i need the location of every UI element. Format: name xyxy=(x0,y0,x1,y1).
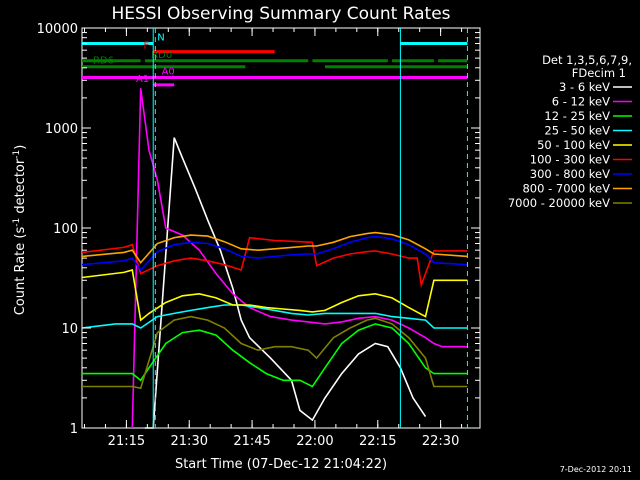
legend-label-3: 25 - 50 keV xyxy=(544,124,610,138)
series-line-3 xyxy=(81,304,468,329)
series-line-4 xyxy=(81,268,468,322)
legend-label-4: 50 - 100 keV xyxy=(537,138,610,152)
x-tick-label: 22:00 xyxy=(296,434,333,449)
series-line-6 xyxy=(81,235,468,272)
x-tick-label: 21:30 xyxy=(171,434,208,449)
flag-label: RD6 xyxy=(93,56,114,67)
legend-label-6: 300 - 800 keV xyxy=(530,167,610,181)
x-axis-ticks: 21:15 21:30 21:45 22:00 22:15 22:30 xyxy=(84,28,463,449)
x-tick-label: 22:30 xyxy=(422,434,459,449)
series-group xyxy=(81,88,468,429)
footer-timestamp: 7-Dec-2012 20:11 xyxy=(560,465,632,474)
flag-label: RD0 xyxy=(151,50,172,61)
y-axis-label-mid: detector xyxy=(13,158,28,218)
y-axis-label: Count Rate (s-1 detector-1) xyxy=(12,145,28,316)
flag-label: A0 xyxy=(162,66,175,77)
legend-label-8: 7000 - 20000 keV xyxy=(508,196,610,210)
y-tick-label: 100 xyxy=(53,222,78,237)
legend-label-5: 100 - 300 keV xyxy=(530,153,610,167)
flag-label: N xyxy=(157,32,164,43)
series-line-0 xyxy=(144,137,427,429)
legend-label-1: 6 - 12 keV xyxy=(552,95,610,109)
legend-label-0: 3 - 6 keV xyxy=(559,80,610,94)
y-tick-label: 10 xyxy=(61,322,78,337)
x-tick-label: 21:15 xyxy=(108,434,145,449)
legend-label-2: 12 - 25 keV xyxy=(544,109,610,123)
flag-label: F xyxy=(143,41,149,52)
legend-header-line1: Det 1,3,5,6,7,9, xyxy=(542,53,632,67)
y-axis-ticks: 1 10 100 1000 10000 xyxy=(37,22,480,437)
series-line-5 xyxy=(81,236,468,289)
y-axis-label-sup2: -1 xyxy=(12,150,22,159)
plot-area xyxy=(81,27,481,429)
x-tick-label: 22:15 xyxy=(359,434,396,449)
chart-title: HESSI Observing Summary Count Rates xyxy=(111,4,450,24)
legend-header-line2: FDecim 1 xyxy=(572,66,626,80)
series-line-8 xyxy=(82,315,468,390)
y-axis-label-main: Count Rate (s xyxy=(13,227,28,316)
plot-frame xyxy=(81,27,481,429)
series-line-7 xyxy=(81,231,468,265)
y-tick-label: 10000 xyxy=(37,22,78,37)
legend-label-7: 800 - 7000 keV xyxy=(522,182,610,196)
vlines-group xyxy=(152,28,468,428)
flag-label: A1 xyxy=(136,74,149,85)
x-axis-label: Start Time (07-Dec-12 21:04:22) xyxy=(175,457,387,472)
y-axis-label-sup1: -1 xyxy=(12,218,22,227)
x-tick-label: 21:45 xyxy=(233,434,270,449)
series-line-1 xyxy=(131,88,468,429)
series-line-2 xyxy=(82,323,468,388)
y-axis-label-end: ) xyxy=(13,145,28,150)
y-tick-label: 1 xyxy=(70,422,78,437)
y-tick-label: 1000 xyxy=(45,122,78,137)
